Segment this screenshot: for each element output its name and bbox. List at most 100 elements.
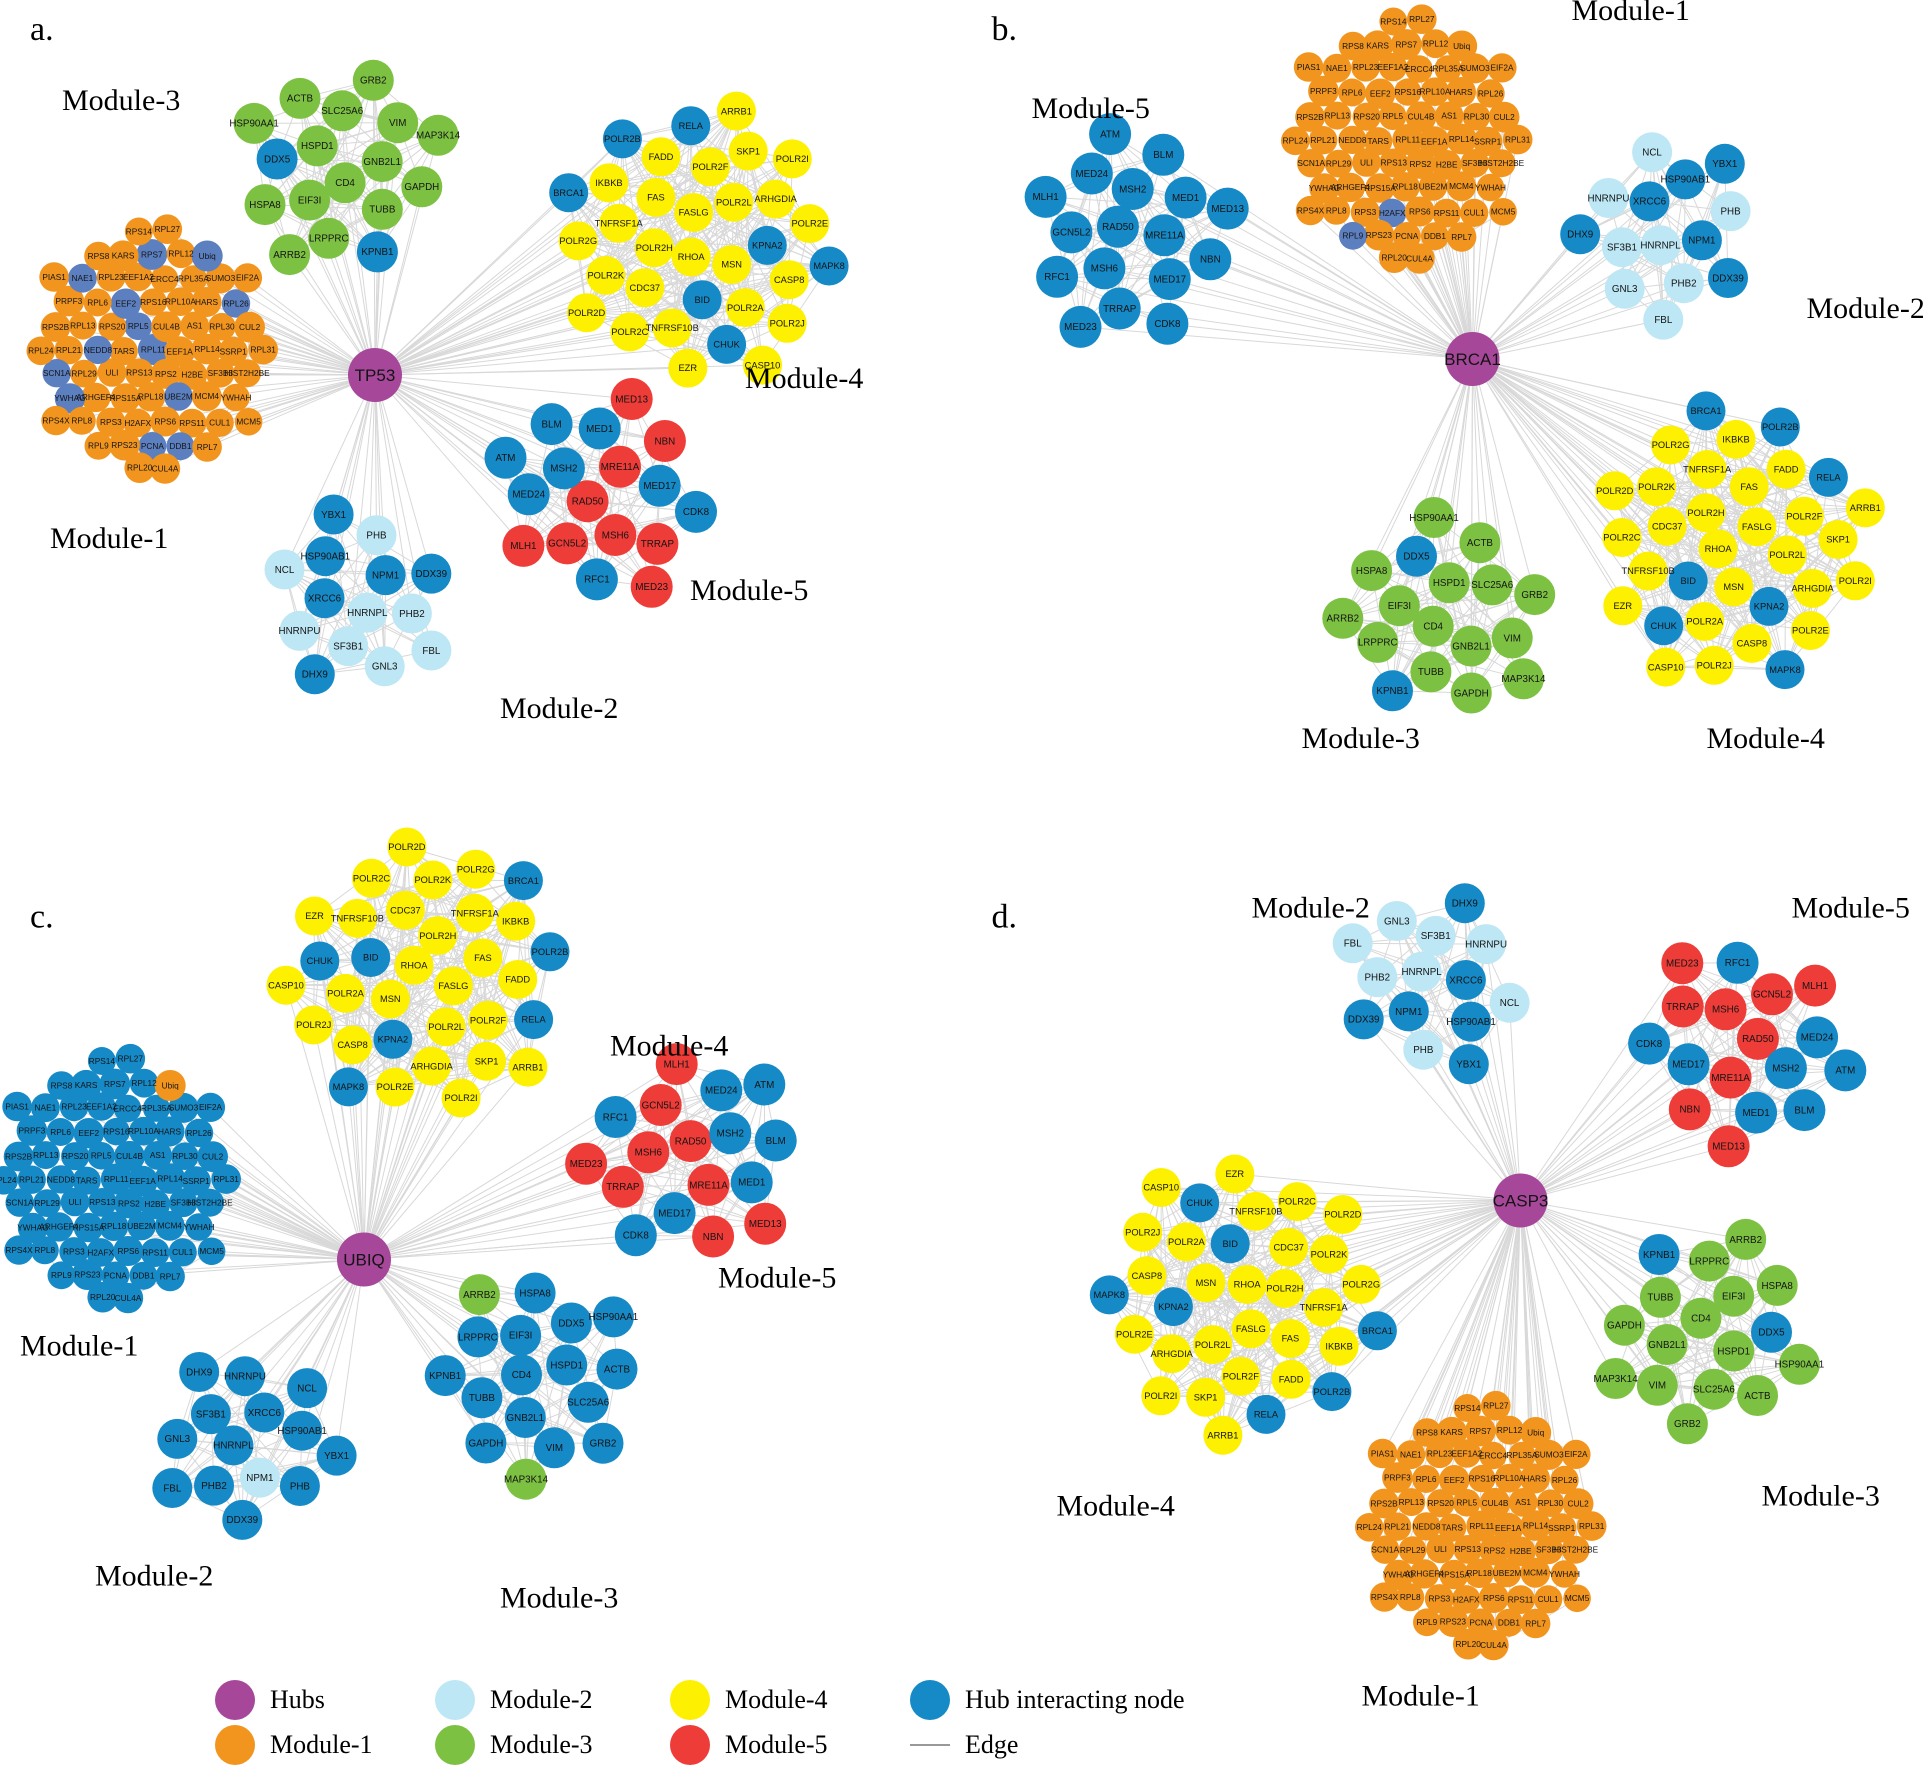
svg-text:NEDD8: NEDD8 xyxy=(1338,135,1367,145)
svg-text:POLR2D: POLR2D xyxy=(1324,1210,1361,1220)
svg-text:Module-3: Module-3 xyxy=(62,84,180,117)
svg-text:TNFRSF1A: TNFRSF1A xyxy=(595,219,644,229)
svg-text:RPL35A: RPL35A xyxy=(141,1103,172,1113)
svg-text:RPL35A: RPL35A xyxy=(1433,64,1464,74)
svg-text:POLR2J: POLR2J xyxy=(1697,661,1732,671)
svg-text:ACTB: ACTB xyxy=(287,94,314,105)
svg-text:FASLG: FASLG xyxy=(679,208,709,218)
svg-text:RPL5: RPL5 xyxy=(1382,111,1403,121)
svg-text:RPL18: RPL18 xyxy=(138,392,164,402)
svg-text:HARS: HARS xyxy=(158,1126,182,1136)
svg-text:CASP10: CASP10 xyxy=(1143,1183,1179,1193)
svg-text:RPS20: RPS20 xyxy=(1428,1498,1455,1508)
svg-text:RPS2B: RPS2B xyxy=(42,322,70,332)
svg-text:BID: BID xyxy=(694,295,710,305)
svg-text:BLM: BLM xyxy=(542,419,562,430)
svg-text:TARS: TARS xyxy=(76,1176,98,1186)
svg-text:NPM1: NPM1 xyxy=(372,571,399,582)
svg-text:Module-1: Module-1 xyxy=(50,522,168,555)
svg-text:CUL1: CUL1 xyxy=(209,418,231,428)
svg-text:ATM: ATM xyxy=(1835,1066,1855,1077)
svg-text:CUL4B: CUL4B xyxy=(1482,1498,1509,1508)
svg-text:RPL29: RPL29 xyxy=(34,1198,60,1208)
svg-text:b.: b. xyxy=(992,11,1018,48)
svg-text:MSN: MSN xyxy=(1196,1278,1217,1288)
svg-text:EIF2A: EIF2A xyxy=(1564,1449,1588,1459)
svg-text:RPL11: RPL11 xyxy=(1395,134,1420,144)
svg-text:HSPD1: HSPD1 xyxy=(1717,1346,1750,1357)
svg-text:POLR2C: POLR2C xyxy=(353,873,390,883)
svg-text:Ubiq: Ubiq xyxy=(162,1080,179,1090)
svg-text:SF3B1: SF3B1 xyxy=(196,1410,226,1421)
svg-text:BRCA1: BRCA1 xyxy=(1690,406,1721,416)
svg-text:ARRB2: ARRB2 xyxy=(1729,1235,1762,1246)
svg-text:RPL24: RPL24 xyxy=(0,1175,17,1185)
svg-text:FADD: FADD xyxy=(649,152,674,162)
svg-text:POLR2F: POLR2F xyxy=(1223,1372,1259,1382)
svg-text:RPS4X: RPS4X xyxy=(42,415,70,425)
svg-text:RPL9: RPL9 xyxy=(1417,1617,1438,1627)
svg-text:POLR2A: POLR2A xyxy=(1168,1237,1205,1247)
svg-text:NEDD8: NEDD8 xyxy=(1412,1521,1441,1531)
svg-text:RPS2B: RPS2B xyxy=(1296,112,1324,122)
svg-text:Module-3: Module-3 xyxy=(1302,722,1420,755)
svg-text:SKP1: SKP1 xyxy=(475,1056,499,1066)
svg-text:TRRAP: TRRAP xyxy=(1103,304,1137,315)
svg-text:SCN1A: SCN1A xyxy=(1297,158,1325,168)
svg-text:UBE2M: UBE2M xyxy=(1493,1568,1522,1578)
svg-text:ARRB1: ARRB1 xyxy=(1207,1430,1238,1440)
svg-text:POLR2G: POLR2G xyxy=(1652,440,1690,450)
svg-text:RPS13: RPS13 xyxy=(1381,158,1408,168)
svg-text:PIAS1: PIAS1 xyxy=(1371,1448,1395,1458)
svg-text:PHB2: PHB2 xyxy=(399,609,425,620)
svg-text:HSP90AB1: HSP90AB1 xyxy=(1661,175,1711,186)
svg-text:MRE11A: MRE11A xyxy=(601,462,640,473)
svg-text:TUBB: TUBB xyxy=(1418,667,1445,678)
svg-text:RHOA: RHOA xyxy=(678,252,706,262)
svg-text:POLR2H: POLR2H xyxy=(1687,508,1724,518)
svg-text:UBIQ: UBIQ xyxy=(343,1250,385,1269)
svg-text:RPL27: RPL27 xyxy=(1409,14,1435,24)
svg-text:CUL1: CUL1 xyxy=(1464,208,1486,218)
svg-text:RPS11: RPS11 xyxy=(1434,208,1460,218)
svg-text:NPM1: NPM1 xyxy=(1395,1007,1422,1018)
svg-text:VIM: VIM xyxy=(546,1443,563,1454)
svg-text:RPS4X: RPS4X xyxy=(1297,205,1325,215)
svg-text:RPL10A: RPL10A xyxy=(1420,87,1451,97)
svg-text:RPL13: RPL13 xyxy=(33,1150,59,1160)
svg-text:RPL13: RPL13 xyxy=(1399,1497,1425,1507)
svg-text:CDK8: CDK8 xyxy=(683,507,710,518)
svg-text:ARRB1: ARRB1 xyxy=(721,106,752,116)
svg-text:KARS: KARS xyxy=(75,1080,98,1090)
svg-text:MSH2: MSH2 xyxy=(1772,1063,1799,1074)
svg-text:FASLG: FASLG xyxy=(1742,522,1772,532)
svg-text:NPM1: NPM1 xyxy=(246,1473,273,1484)
svg-text:HSP90AB1: HSP90AB1 xyxy=(1446,1017,1496,1028)
svg-text:AS1: AS1 xyxy=(1441,111,1457,121)
svg-text:MRE11A: MRE11A xyxy=(1711,1073,1750,1084)
svg-text:PCNA: PCNA xyxy=(141,441,165,451)
svg-text:RPS2: RPS2 xyxy=(118,1198,140,1208)
svg-text:Module-5: Module-5 xyxy=(1792,892,1910,925)
svg-text:ERCC4: ERCC4 xyxy=(1479,1450,1508,1460)
svg-text:MLH1: MLH1 xyxy=(510,541,536,552)
svg-text:PRPF3: PRPF3 xyxy=(19,1125,46,1135)
svg-text:RPS8: RPS8 xyxy=(1416,1427,1438,1437)
svg-text:MED23: MED23 xyxy=(1666,959,1699,970)
svg-text:SF3B1: SF3B1 xyxy=(333,642,363,653)
svg-text:Module-3: Module-3 xyxy=(500,1582,618,1615)
svg-text:SUMO3: SUMO3 xyxy=(206,273,236,283)
svg-text:PHB: PHB xyxy=(290,1481,311,1492)
svg-text:RAD50: RAD50 xyxy=(675,1136,707,1147)
svg-text:POLR2F: POLR2F xyxy=(1786,511,1822,521)
svg-text:LRPPRC: LRPPRC xyxy=(1358,638,1398,649)
svg-text:MCM5: MCM5 xyxy=(199,1246,224,1256)
svg-text:MED1: MED1 xyxy=(1172,193,1199,204)
svg-text:DDX39: DDX39 xyxy=(1712,273,1744,284)
svg-text:TRRAP: TRRAP xyxy=(606,1182,640,1193)
svg-text:HNRNPL: HNRNPL xyxy=(347,608,388,619)
svg-text:NAE1: NAE1 xyxy=(1326,63,1348,73)
svg-text:POLR2B: POLR2B xyxy=(1314,1387,1351,1397)
svg-text:TRRAP: TRRAP xyxy=(1666,1002,1700,1013)
svg-text:RPL24: RPL24 xyxy=(28,346,54,356)
